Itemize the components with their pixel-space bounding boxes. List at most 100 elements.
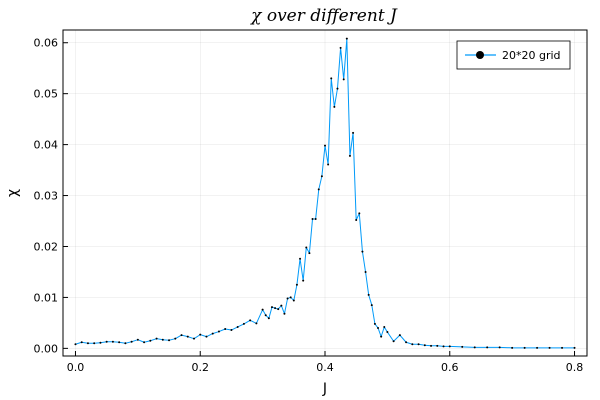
- data-point: [217, 330, 220, 333]
- data-point: [99, 341, 102, 344]
- data-point: [124, 342, 127, 345]
- data-point: [111, 340, 114, 343]
- data-point: [224, 328, 227, 331]
- data-point: [230, 329, 233, 332]
- data-point: [130, 340, 133, 343]
- y-axis-label: χ: [5, 189, 21, 197]
- x-tick-label: 0.8: [566, 361, 584, 374]
- y-tick-label: 0.02: [34, 240, 59, 253]
- y-tick-label: 0.04: [34, 139, 59, 152]
- data-point: [333, 105, 336, 108]
- data-point: [436, 344, 439, 347]
- data-point: [299, 257, 302, 260]
- data-point: [267, 317, 270, 320]
- data-point: [283, 312, 286, 315]
- data-point: [442, 345, 445, 348]
- legend-label: 20*20 grid: [502, 49, 561, 62]
- data-point: [536, 346, 539, 349]
- data-point: [548, 346, 551, 349]
- data-point: [302, 279, 305, 282]
- data-point: [314, 217, 317, 220]
- data-point: [411, 343, 414, 346]
- x-axis-label: J: [322, 381, 327, 397]
- data-point: [380, 335, 383, 338]
- data-point: [377, 326, 380, 329]
- data-point: [386, 331, 389, 334]
- data-point: [295, 283, 298, 286]
- data-point: [320, 175, 323, 178]
- data-point: [93, 342, 96, 345]
- data-point: [573, 346, 576, 349]
- data-point: [80, 341, 83, 344]
- data-point: [511, 346, 514, 349]
- data-point: [339, 46, 342, 49]
- data-point: [345, 37, 348, 40]
- legend-box: [456, 40, 571, 70]
- legend: 20*20 grid: [456, 40, 571, 70]
- data-point: [405, 341, 408, 344]
- data-point: [308, 252, 311, 255]
- legend-marker: [476, 51, 484, 59]
- data-point: [364, 270, 367, 273]
- data-point: [270, 306, 273, 309]
- data-point: [74, 343, 77, 346]
- data-point: [367, 293, 370, 296]
- data-point: [186, 335, 189, 338]
- data-point: [430, 344, 433, 347]
- data-point: [305, 246, 308, 249]
- data-point: [242, 322, 245, 325]
- x-tick-label: 0.2: [191, 361, 209, 374]
- data-point: [392, 340, 395, 343]
- data-point: [105, 340, 108, 343]
- data-point: [168, 339, 171, 342]
- data-point: [289, 296, 292, 299]
- data-point: [448, 345, 451, 348]
- data-point: [174, 337, 177, 340]
- grid-lines: [63, 30, 587, 356]
- data-point: [348, 154, 351, 157]
- y-tick-label: 0.06: [34, 37, 59, 50]
- data-point: [280, 304, 283, 307]
- data-point: [358, 212, 361, 215]
- data-point: [473, 346, 476, 349]
- data-point: [523, 346, 526, 349]
- x-tick-label: 0.4: [316, 361, 334, 374]
- data-point: [161, 338, 164, 341]
- data-point: [498, 346, 501, 349]
- chart-title: χ over different J: [250, 6, 398, 26]
- axis-ticks: 0.0 0.2 0.4 0.6 0.8 0.00 0.01 0.02 0.03 0.04 0.05 0…: [34, 37, 584, 374]
- data-point: [249, 319, 252, 322]
- x-tick-label: 0.6: [441, 361, 459, 374]
- data-point: [370, 304, 373, 307]
- y-tick-label: 0.01: [34, 291, 59, 304]
- data-point: [327, 163, 330, 166]
- series-group: [74, 37, 576, 349]
- data-point: [255, 322, 258, 325]
- data-point: [486, 346, 489, 349]
- data-point: [383, 325, 386, 328]
- data-point: [311, 217, 314, 220]
- y-tick-label: 0.05: [34, 88, 59, 101]
- y-tick-label: 0.03: [34, 190, 59, 203]
- data-point: [324, 144, 326, 147]
- data-point: [461, 345, 464, 348]
- data-point: [373, 322, 376, 325]
- data-point: [561, 346, 564, 349]
- data-point: [423, 344, 426, 347]
- data-point: [199, 333, 202, 336]
- data-point: [180, 334, 183, 337]
- data-point: [143, 341, 146, 344]
- data-point: [361, 250, 364, 253]
- data-point: [286, 297, 289, 300]
- data-point: [211, 332, 214, 335]
- data-point: [261, 308, 264, 311]
- data-point: [292, 299, 295, 302]
- data-point: [317, 188, 320, 191]
- data-point: [277, 308, 280, 311]
- data-point: [342, 78, 345, 81]
- data-point: [236, 325, 239, 328]
- data-point: [193, 337, 195, 340]
- y-tick-label: 0.00: [34, 342, 59, 355]
- data-point: [205, 335, 208, 338]
